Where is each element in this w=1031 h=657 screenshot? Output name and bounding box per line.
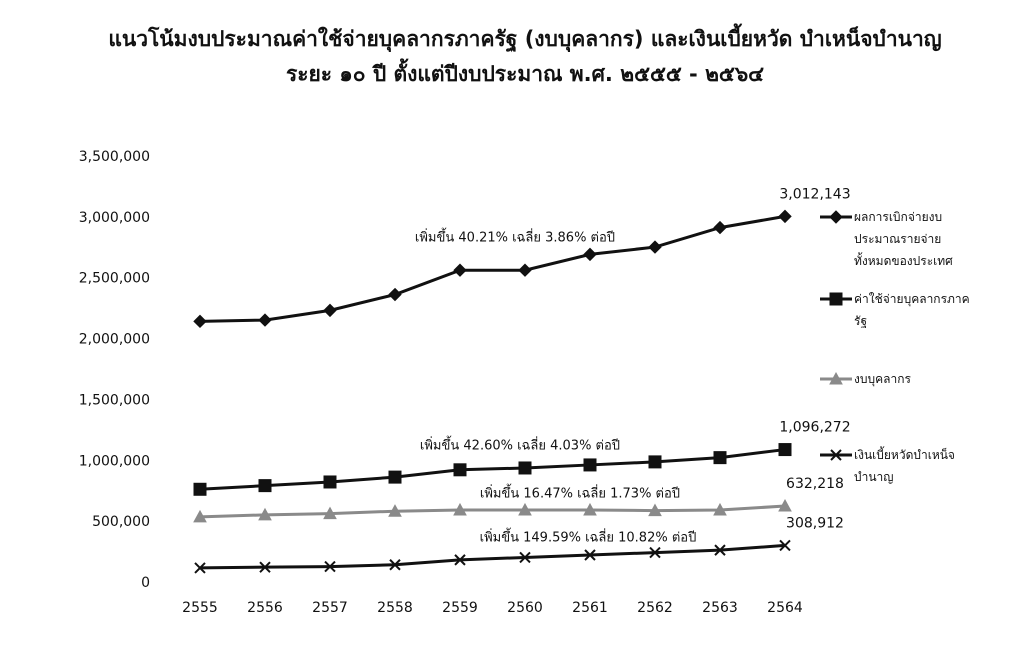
marker — [713, 502, 727, 516]
marker — [259, 561, 271, 573]
annotation: เพิ่มขึ้น 16.47% เฉลี่ย 1.73% ต่อปี — [480, 484, 680, 502]
marker — [453, 463, 467, 477]
y-tick-label: 1,500,000 — [79, 392, 150, 408]
series-line — [199, 214, 786, 323]
legend-label: ผลการเบิกจ่ายงบประมาณรายจ่ายทั้งหมดของปร… — [854, 210, 953, 268]
marker — [323, 303, 337, 318]
marker — [519, 551, 531, 564]
value-label: 308,912 — [786, 515, 844, 531]
y-tick-label: 3,500,000 — [79, 149, 150, 165]
series-line — [199, 448, 786, 491]
marker — [193, 509, 207, 523]
marker — [193, 314, 207, 329]
marker — [713, 220, 727, 235]
marker — [649, 546, 661, 559]
marker — [453, 502, 467, 516]
marker — [829, 371, 843, 385]
x-tick-label: 2564 — [767, 600, 803, 616]
x-tick-label: 2562 — [637, 600, 673, 616]
x-tick-label: 2559 — [442, 600, 478, 616]
value-label: 3,012,143 — [779, 186, 850, 202]
marker — [518, 502, 532, 516]
marker — [714, 544, 726, 556]
marker — [583, 247, 597, 262]
marker — [323, 506, 337, 520]
marker — [778, 443, 792, 457]
marker — [388, 470, 402, 484]
chart-title: แนวโน้มงบประมาณค่าใช้จ่ายบุคลากรภาครัฐ (… — [108, 23, 941, 53]
x-tick-label: 2555 — [182, 600, 218, 616]
x-tick-label: 2558 — [377, 600, 413, 616]
marker — [389, 559, 401, 571]
x-tick-label: 2560 — [507, 600, 543, 616]
marker — [778, 209, 792, 224]
marker — [584, 549, 596, 561]
legend-label: งบบุคลากร — [854, 372, 911, 386]
marker — [518, 461, 532, 475]
legend-icon — [820, 292, 852, 306]
legend-item: ค่าใช้จ่ายบุคลากรภาครัฐ — [818, 288, 972, 332]
annotation: เพิ่มขึ้น 42.60% เฉลี่ย 4.03% ต่อปี — [420, 436, 620, 454]
chart-subtitle: ระยะ ๑๐ ปี ตั้งแต่ปีงบประมาณ พ.ศ. ๒๕๕๕ -… — [286, 58, 764, 86]
y-tick-label: 0 — [141, 575, 150, 591]
x-tick-label: 2563 — [702, 600, 738, 616]
legend-label: เงินเบี้ยหวัดบำเหน็จ บำนาญ — [854, 448, 955, 484]
y-tick-label: 500,000 — [92, 514, 150, 530]
marker — [778, 499, 792, 512]
legend-icon — [820, 449, 852, 461]
marker — [388, 287, 402, 302]
marker — [258, 313, 272, 327]
annotation: เพิ่มขึ้น 40.21% เฉลี่ย 3.86% ต่อปี — [415, 228, 615, 246]
x-tick-label: 2557 — [312, 600, 348, 616]
marker — [583, 458, 597, 472]
value-label: 632,218 — [786, 476, 844, 492]
marker — [453, 263, 467, 277]
marker — [713, 451, 727, 465]
marker — [779, 539, 791, 552]
y-tick-label: 2,000,000 — [79, 332, 150, 348]
x-tick-label: 2561 — [572, 600, 608, 616]
y-tick-label: 2,500,000 — [79, 271, 150, 287]
legend-label: ค่าใช้จ่ายบุคลากรภาครัฐ — [854, 292, 970, 328]
marker — [324, 560, 336, 573]
marker — [194, 562, 206, 574]
marker — [583, 502, 597, 516]
value-label: 1,096,272 — [779, 420, 850, 436]
marker — [454, 554, 466, 566]
marker — [648, 503, 662, 517]
legend-item: ผลการเบิกจ่ายงบประมาณรายจ่ายทั้งหมดของปร… — [818, 206, 972, 272]
marker — [648, 455, 662, 469]
y-tick-label: 3,000,000 — [79, 210, 150, 226]
x-tick-label: 2556 — [247, 600, 283, 616]
marker — [258, 507, 272, 521]
y-tick-label: 1,000,000 — [79, 453, 150, 469]
series-line — [199, 504, 786, 519]
marker — [829, 292, 843, 306]
marker — [830, 449, 842, 461]
annotation: เพิ่มขึ้น 149.59% เฉลี่ย 10.82% ต่อปี — [480, 528, 697, 546]
series-line — [199, 543, 786, 570]
legend-icon — [820, 210, 852, 224]
legend-icon — [820, 371, 852, 385]
legend-item: งบบุคลากร — [818, 368, 972, 390]
legend-item: เงินเบี้ยหวัดบำเหน็จ บำนาญ — [818, 444, 972, 488]
marker — [258, 479, 272, 493]
marker — [193, 482, 207, 496]
marker — [388, 504, 402, 517]
marker — [518, 263, 532, 277]
marker — [648, 240, 662, 254]
marker — [323, 475, 337, 489]
marker — [829, 210, 843, 224]
